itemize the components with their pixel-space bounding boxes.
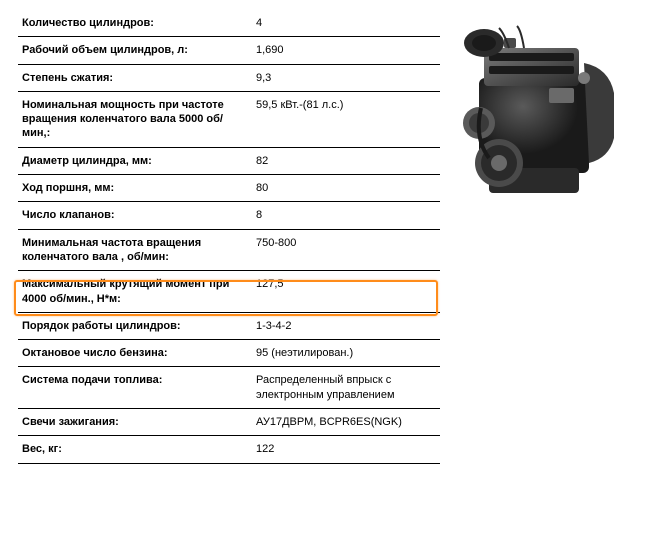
table-row: Диаметр цилиндра, мм:82 (18, 147, 440, 174)
spec-value: 127,5 (248, 271, 440, 313)
spec-label: Вес, кг: (18, 436, 248, 463)
spec-value: 9,3 (248, 64, 440, 91)
table-row: Максимальный крутящий момент при 4000 об… (18, 271, 440, 313)
spec-label: Порядок работы цилиндров: (18, 312, 248, 339)
table-row: Октановое число бензина:95 (неэтилирован… (18, 340, 440, 367)
spec-value: АУ17ДВРМ, BCPR6ES(NGK) (248, 409, 440, 436)
spec-value: Распределенный впрыск с электронным упра… (248, 367, 440, 409)
spec-label: Степень сжатия: (18, 64, 248, 91)
spec-label: Система подачи топлива: (18, 367, 248, 409)
spec-value: 4 (248, 10, 440, 37)
table-row: Система подачи топлива:Распределенный вп… (18, 367, 440, 409)
spec-label: Ход поршня, мм: (18, 175, 248, 202)
spec-value: 59,5 кВт.-(81 л.с.) (248, 91, 440, 147)
spec-label: Октановое число бензина: (18, 340, 248, 367)
table-row: Число клапанов:8 (18, 202, 440, 229)
spec-label: Диаметр цилиндра, мм: (18, 147, 248, 174)
spec-value: 8 (248, 202, 440, 229)
spec-value: 95 (неэтилирован.) (248, 340, 440, 367)
spec-label: Минимальная частота вращения коленчатого… (18, 229, 248, 271)
spec-value: 82 (248, 147, 440, 174)
spec-label: Рабочий объем цилиндров, л: (18, 37, 248, 64)
table-row: Рабочий объем цилиндров, л:1,690 (18, 37, 440, 64)
table-row: Минимальная частота вращения коленчатого… (18, 229, 440, 271)
specs-table: Количество цилиндров:4Рабочий объем цили… (18, 10, 440, 464)
engine-image (429, 8, 639, 218)
spec-label: Количество цилиндров: (18, 10, 248, 37)
table-row: Номинальная мощность при частоте вращени… (18, 91, 440, 147)
table-row: Количество цилиндров:4 (18, 10, 440, 37)
spec-label: Свечи зажигания: (18, 409, 248, 436)
table-row: Вес, кг:122 (18, 436, 440, 463)
table-row: Степень сжатия:9,3 (18, 64, 440, 91)
spec-value: 1,690 (248, 37, 440, 64)
table-row: Ход поршня, мм:80 (18, 175, 440, 202)
spec-label: Число клапанов: (18, 202, 248, 229)
table-row: Порядок работы цилиндров:1-3-4-2 (18, 312, 440, 339)
spec-value: 750-800 (248, 229, 440, 271)
spec-value: 1-3-4-2 (248, 312, 440, 339)
spec-value: 122 (248, 436, 440, 463)
spec-label: Номинальная мощность при частоте вращени… (18, 91, 248, 147)
spec-label: Максимальный крутящий момент при 4000 об… (18, 271, 248, 313)
table-row: Свечи зажигания:АУ17ДВРМ, BCPR6ES(NGK) (18, 409, 440, 436)
spec-value: 80 (248, 175, 440, 202)
